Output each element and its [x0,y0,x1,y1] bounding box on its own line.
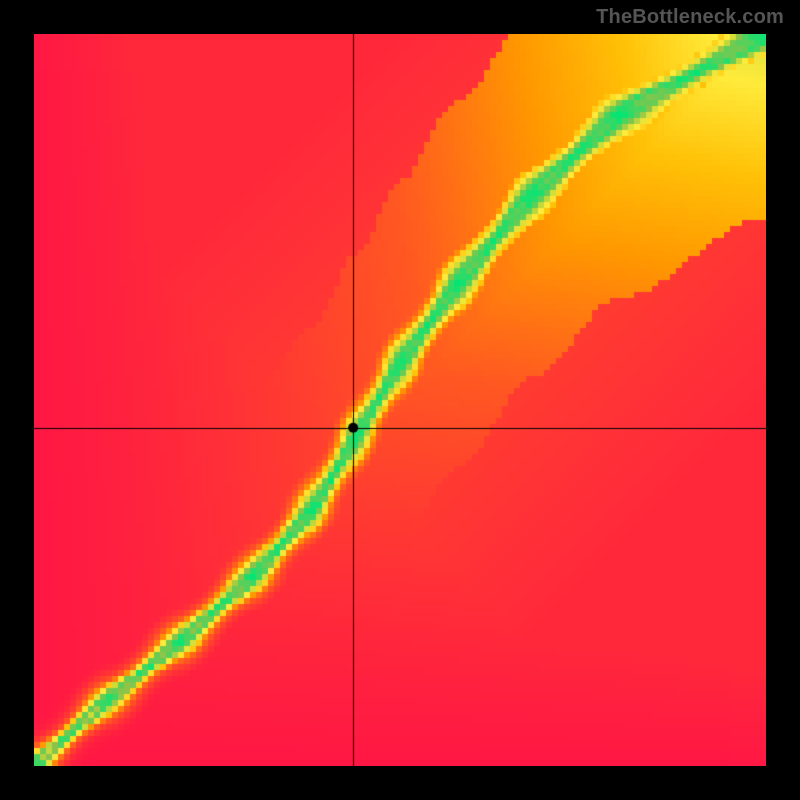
plot-area [34,34,766,766]
heatmap-canvas [34,34,766,766]
watermark: TheBottleneck.com [596,6,784,29]
chart-container: TheBottleneck.com [0,0,800,800]
